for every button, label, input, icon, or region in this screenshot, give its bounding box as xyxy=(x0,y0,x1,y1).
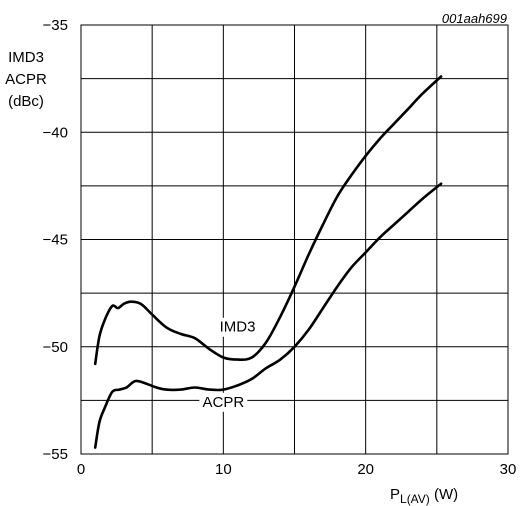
x-tick-label: 30 xyxy=(500,461,517,478)
tick-labels: 0 10 20 30 −35 −40 −45 −50 −55 xyxy=(43,17,517,478)
y-axis-label-line-2: ACPR xyxy=(5,71,47,88)
annotation-background xyxy=(213,317,262,337)
x-axis-label-subscript: L(AV) xyxy=(400,492,430,506)
annotation-background xyxy=(199,392,248,412)
series-group: IMD3 ACPR xyxy=(93,75,443,449)
y-axis-label-line-1: IMD3 xyxy=(8,49,44,66)
annotation-label-imd3: IMD3 xyxy=(220,319,256,336)
x-tick-label: 0 xyxy=(77,461,85,478)
y-tick-label: −50 xyxy=(43,339,68,356)
annotation-label-acpr: ACPR xyxy=(202,394,244,411)
plot-frame xyxy=(80,24,509,455)
y-tick-label: −35 xyxy=(43,17,68,34)
x-tick-label: 10 xyxy=(215,461,232,478)
y-tick-label: −45 xyxy=(43,232,68,249)
x-axis-label: PL(AV) (W) xyxy=(390,486,458,506)
series-line-imd3 xyxy=(93,75,443,366)
x-axis-label-unit: (W) xyxy=(430,486,458,503)
x-tick-label: 20 xyxy=(357,461,374,478)
grid xyxy=(81,25,508,454)
series-line-acpr xyxy=(93,182,443,449)
y-tick-label: −40 xyxy=(43,124,68,141)
y-axis-label-line-3: (dBc) xyxy=(8,93,44,110)
y-tick-label: −55 xyxy=(43,446,68,463)
figure-code: 001aah699 xyxy=(442,11,507,26)
x-axis-label-main: P xyxy=(390,486,400,503)
